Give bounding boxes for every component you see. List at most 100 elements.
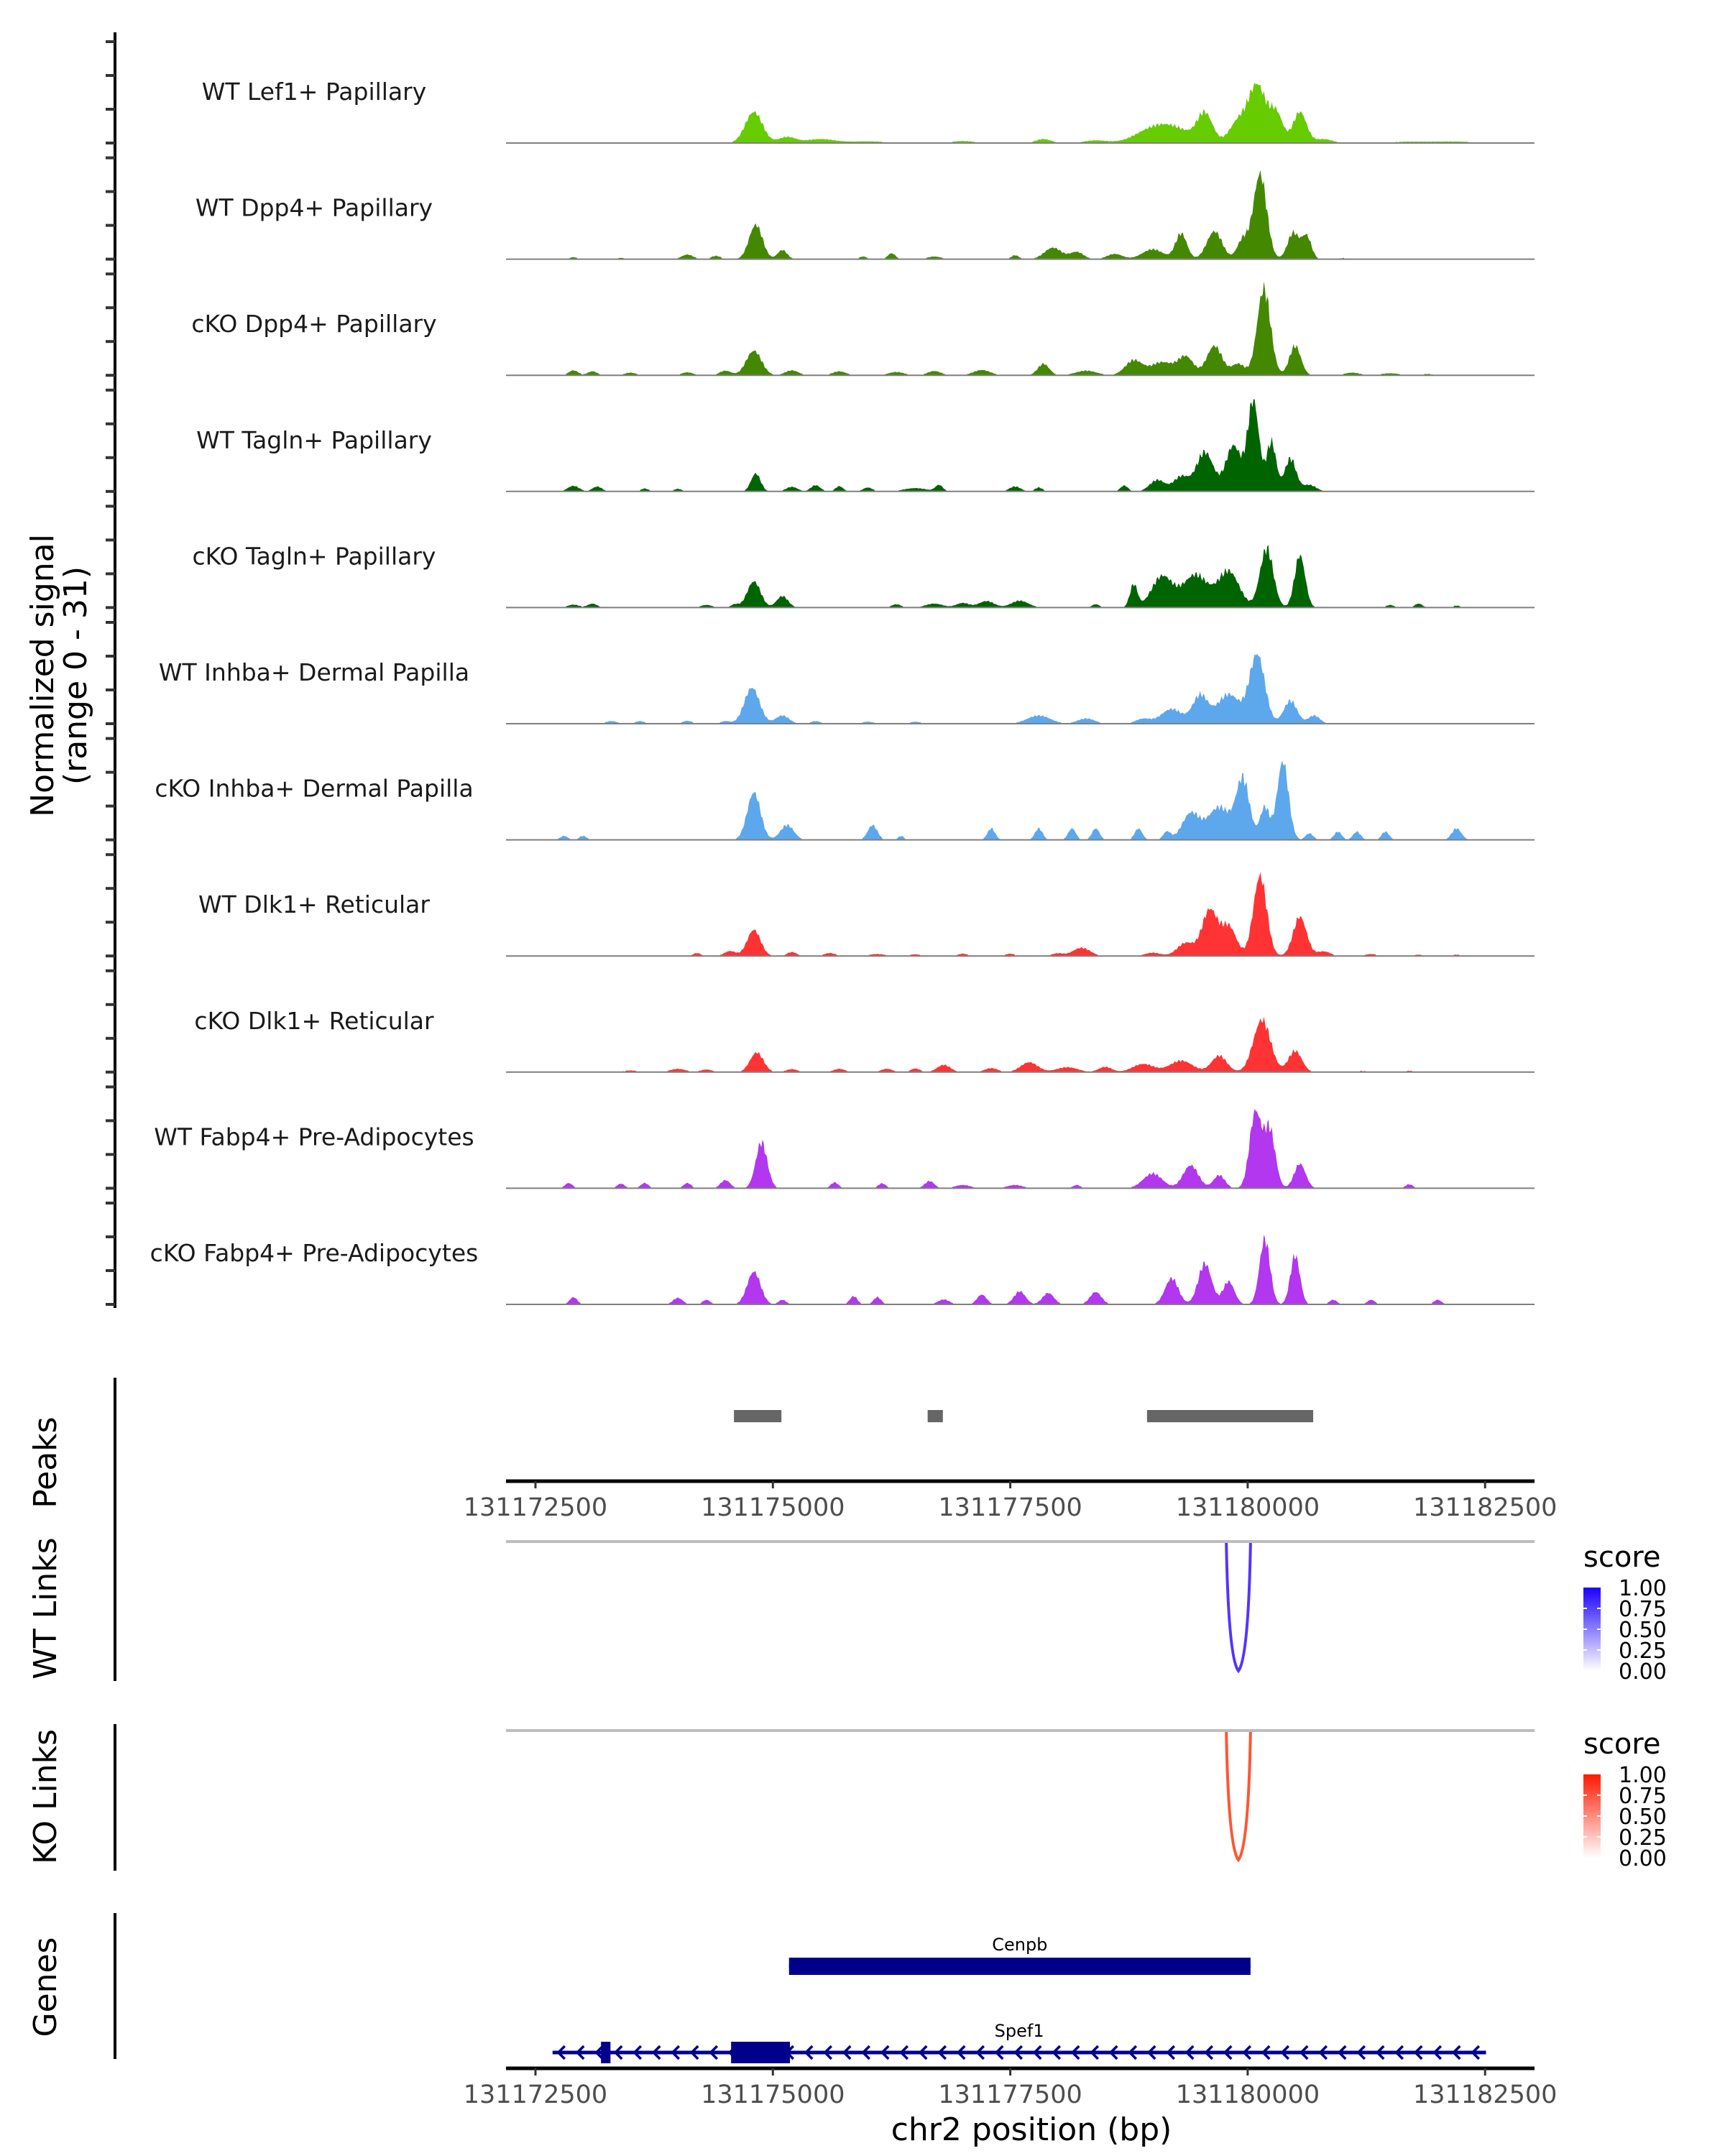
coverage-y-ticks [106, 40, 115, 1306]
gene-exon [788, 1958, 1251, 1975]
strand-arrow-icon [937, 2045, 947, 2060]
track-label: cKO Inhba+ Dermal Papilla [155, 775, 473, 803]
coverage-area [506, 399, 1535, 492]
strand-arrow-icon [1090, 2045, 1100, 2060]
y-axis-title-line2: (range 0 - 31) [58, 566, 94, 785]
gene-label: Cenpb [992, 1935, 1047, 1955]
coverage-area [506, 1235, 1535, 1304]
x-tick-label: 131177500 [938, 1493, 1082, 1522]
strand-arrow-icon [1013, 2045, 1024, 2060]
strand-arrow-icon [1070, 2045, 1080, 2060]
y-axis-title-line1: Normalized signal [24, 534, 61, 817]
strand-arrow-icon [842, 2045, 852, 2060]
strand-arrow-icon [1318, 2045, 1328, 2060]
peak-region [927, 1410, 943, 1422]
track-label: cKO Dlk1+ Reticular [194, 1007, 434, 1035]
wt-links-panel-title: WT Links [27, 1537, 64, 1679]
wt-links [1225, 1542, 1252, 1674]
strand-arrow-icon [632, 2045, 643, 2060]
track-label: WT Dlk1+ Reticular [198, 890, 430, 918]
strand-arrow-icon [556, 2045, 566, 2060]
strand-arrow-icon [1108, 2045, 1118, 2060]
legend-label: 0.00 [1619, 1659, 1667, 1685]
strand-arrow-icon [994, 2045, 1004, 2060]
gene-spef1: Spef1 [552, 2021, 1486, 2063]
gene-exon [601, 2042, 611, 2063]
peak-region [734, 1410, 782, 1422]
gene-label: Spef1 [995, 2021, 1044, 2041]
legend-label: 0.50 [1619, 1618, 1667, 1643]
strand-arrow-icon [1280, 2045, 1290, 2060]
strand-arrow-icon [671, 2045, 681, 2060]
coverage-area [506, 760, 1535, 840]
strand-arrow-icon [956, 2045, 966, 2060]
strand-arrow-icon [975, 2045, 985, 2060]
strand-arrow-icon [594, 2045, 604, 2060]
legend-label: 0.25 [1619, 1825, 1667, 1851]
strand-arrow-icon [575, 2045, 585, 2060]
peaks-panel-title: Peaks [27, 1416, 64, 1508]
strand-arrow-icon [689, 2045, 699, 2060]
genes-panel-title: Genes [27, 1937, 64, 2037]
coverage-area [506, 82, 1535, 143]
strand-arrow-icon [613, 2045, 623, 2060]
track-label: cKO Dpp4+ Papillary [191, 310, 436, 338]
track-label: WT Lef1+ Papillary [202, 78, 427, 106]
coverage-area [506, 1108, 1535, 1189]
ko-links-panel-title: KO Links [27, 1729, 64, 1864]
strand-arrow-icon [861, 2045, 871, 2060]
strand-arrow-icon [823, 2045, 833, 2060]
gene-annotations: Cenpb Spef1 [552, 1935, 1486, 2063]
strand-arrow-icon [1432, 2045, 1443, 2060]
x-tick-label: 131177500 [938, 2081, 1082, 2109]
strand-arrow-icon [918, 2045, 928, 2060]
x-tick-label: 131172500 [464, 2081, 607, 2109]
gene-cenpb: Cenpb [788, 1935, 1251, 1975]
legend-label: 1.00 [1619, 1763, 1667, 1788]
track-label: WT Fabp4+ Pre-Adipocytes [154, 1123, 474, 1151]
coverage-area [506, 872, 1535, 957]
coverage-tracks: WT Lef1+ Papillary WT Dpp4+ Papillary cKO … [150, 78, 1535, 1305]
legend-title: score [1583, 1728, 1660, 1761]
strand-arrow-icon [1184, 2045, 1195, 2060]
strand-arrow-icon [1394, 2045, 1404, 2060]
track-label: WT Inhba+ Dermal Papilla [159, 658, 469, 686]
strand-arrow-icon [880, 2045, 890, 2060]
peaks-regions [734, 1410, 1314, 1422]
strand-arrow-icon [1471, 2045, 1481, 2060]
track-label: WT Dpp4+ Papillary [196, 194, 433, 222]
strand-arrow-icon [1451, 2045, 1461, 2060]
x-axis-lower: 131172500 131175000 131177500 131180000 1311… [464, 2068, 1557, 2109]
x-axis-upper: 131172500 131175000 131177500 131180000 1311… [464, 1481, 1557, 1522]
legend-label: 0.75 [1619, 1784, 1667, 1809]
legend-label: 0.25 [1619, 1639, 1667, 1664]
coverage-area [506, 281, 1535, 376]
link-arc [1225, 1542, 1252, 1674]
strand-arrow-icon [1413, 2045, 1423, 2060]
strand-arrow-icon [1128, 2045, 1138, 2060]
x-tick-label: 131172500 [464, 1493, 607, 1522]
link-arc [1225, 1731, 1252, 1863]
strand-arrow-icon [651, 2045, 661, 2060]
coverage-area [506, 170, 1535, 259]
strand-arrow-icon [1375, 2045, 1385, 2060]
legend-label: 1.00 [1619, 1576, 1667, 1601]
coverage-area [506, 653, 1535, 724]
x-axis-title: chr2 position (bp) [891, 2111, 1172, 2148]
legend-label: 0.50 [1619, 1805, 1667, 1830]
x-tick-label: 131180000 [1176, 2081, 1320, 2109]
coverage-area [506, 545, 1535, 608]
track-label: cKO Tagln+ Papillary [193, 542, 436, 570]
strand-arrow-icon [1356, 2045, 1366, 2060]
x-tick-label: 131182500 [1413, 2081, 1557, 2109]
strand-arrow-icon [1299, 2045, 1309, 2060]
x-tick-label: 131175000 [701, 1493, 845, 1522]
strand-arrow-icon [1052, 2045, 1062, 2060]
gene-exon [731, 2042, 791, 2063]
strand-arrow-icon [804, 2045, 814, 2060]
legend-label: 0.00 [1619, 1846, 1667, 1871]
x-tick-label: 131180000 [1176, 1493, 1320, 1522]
strand-arrow-icon [1223, 2045, 1233, 2060]
